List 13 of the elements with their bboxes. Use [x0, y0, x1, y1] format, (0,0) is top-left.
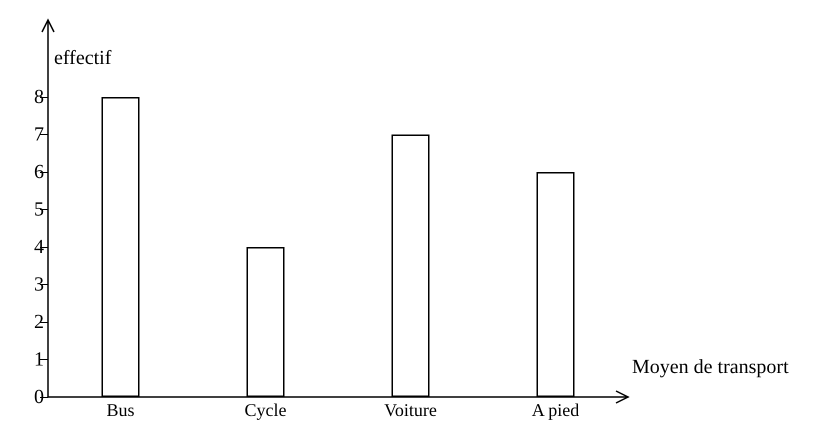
y-tick-label: 6	[34, 161, 44, 183]
x-axis-title: Moyen de transport	[632, 356, 790, 378]
y-tick-label: 0	[34, 386, 44, 408]
y-axis-title: effectif	[54, 47, 112, 69]
y-tick-label: 8	[34, 86, 44, 108]
y-tick-label: 1	[34, 348, 44, 370]
y-tick-label: 2	[34, 311, 44, 333]
x-tick-label: A pied	[532, 400, 580, 420]
y-tick-label: 4	[34, 236, 44, 258]
x-tick-label: Bus	[106, 400, 135, 420]
x-tick-label: Cycle	[244, 400, 286, 420]
y-tick-label: 7	[34, 124, 44, 146]
x-tick-label: Voiture	[384, 400, 437, 420]
